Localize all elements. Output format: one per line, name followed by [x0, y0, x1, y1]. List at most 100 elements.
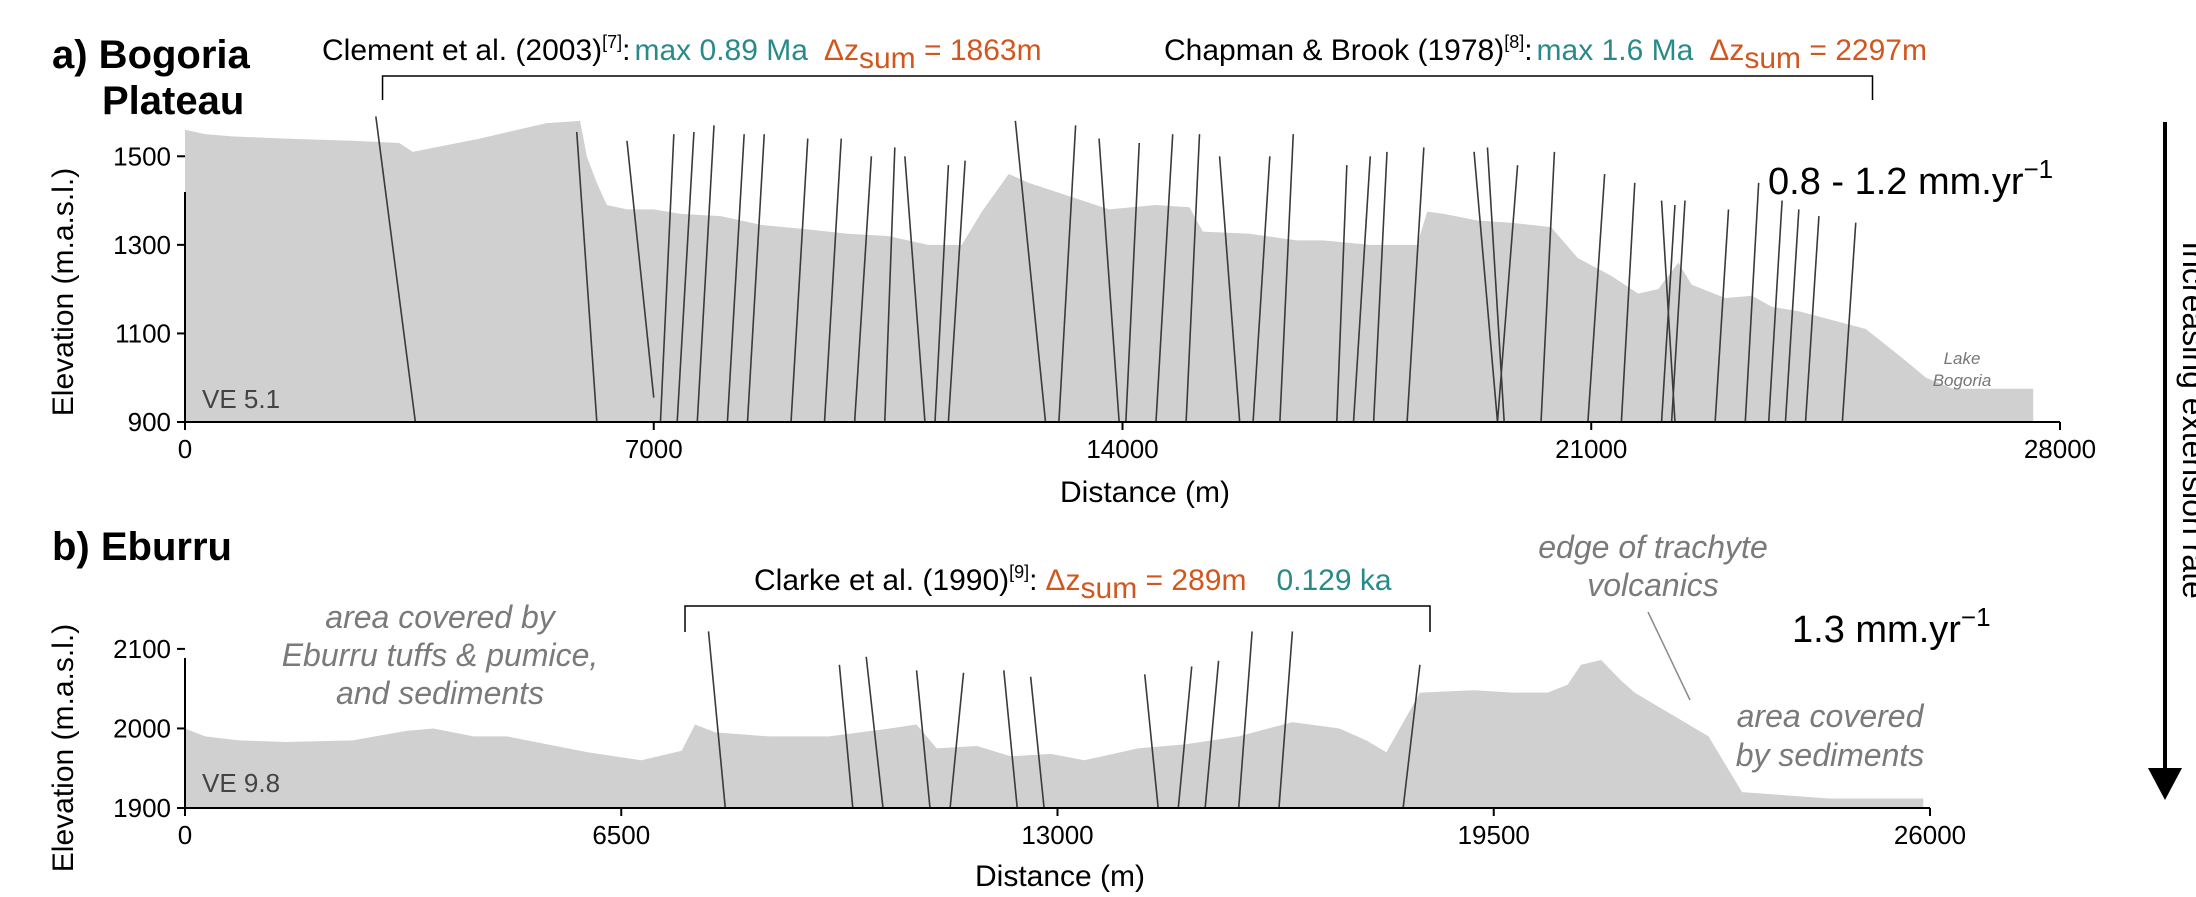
fault-line	[626, 140, 655, 398]
ref-3-colon: :	[1029, 564, 1037, 597]
fault-line	[823, 138, 843, 422]
fault-line	[1204, 660, 1220, 808]
fault-line	[1406, 147, 1425, 422]
fault-line	[1784, 209, 1800, 422]
fault-line	[1620, 182, 1636, 422]
fault-line	[934, 165, 950, 422]
y-tick-label: 1500	[113, 141, 171, 171]
lake-bogoria-label-line2: Bogoria	[1933, 371, 1992, 390]
panel-b-label: b) Eburru	[52, 525, 232, 569]
y-tick-label: 1900	[113, 793, 171, 823]
ref-2-dz-value: = 2297m	[1801, 34, 1927, 67]
panel-a-ref-2: Chapman & Brook (1978)[8]: max 1.6 Ma Δzsu…	[1164, 32, 1927, 75]
fault-line	[1335, 165, 1348, 422]
fault-line	[1155, 134, 1174, 422]
panel-a-rate-exp: −1	[2024, 154, 2054, 184]
ref-2-age: max 1.6 Ma	[1537, 34, 1694, 67]
panel-b-rate: 1.3 mm.yr−1	[1792, 602, 1991, 651]
ref-1-colon: :	[622, 34, 630, 67]
panel-a-rate: 0.8 - 1.2 mm.yr−1	[1768, 154, 2053, 203]
fault-line	[1278, 631, 1294, 808]
ref-3-age: 0.129 ka	[1276, 564, 1391, 597]
panel-a-rate-value: 0.8 - 1.2 mm.yr	[1768, 161, 2024, 203]
ref-2-dz: Δz	[1709, 34, 1744, 67]
panel-a-ve-label: VE 5.1	[202, 384, 280, 414]
panel-b: b) Eburru Clarke et al. (1990)[9]: Δzsum …	[47, 525, 1991, 893]
x-tick-label: 6500	[592, 820, 650, 850]
fault-line	[853, 156, 873, 422]
fault-line	[947, 160, 966, 422]
x-tick-label: 26000	[1894, 820, 1966, 850]
fault-line	[726, 134, 745, 422]
y-tick-label: 900	[128, 407, 171, 437]
fault-line	[1279, 134, 1295, 422]
fault-line	[1804, 216, 1820, 422]
fault-line	[1125, 142, 1141, 422]
annotation-left-line3: and sediments	[336, 675, 544, 711]
annotation-left-line1: area covered by	[325, 599, 556, 635]
fault-line	[659, 134, 675, 422]
fault-line	[949, 672, 965, 808]
panel-b-rate-exp: −1	[1961, 602, 1991, 632]
fault-line	[1402, 664, 1421, 808]
fault-line	[1352, 156, 1372, 422]
fault-line	[696, 125, 715, 422]
fault-line	[1587, 173, 1606, 422]
ref-2-dz-sub: sum	[1744, 42, 1801, 75]
ref-1-dz-sub: sum	[859, 42, 916, 75]
x-tick-label: 21000	[1555, 434, 1627, 464]
fault-line	[1744, 182, 1760, 422]
fault-line	[1670, 200, 1686, 422]
panel-a-ref-1: Clement et al. (2003)[7]: max 0.89 Ma Δzsu…	[322, 32, 1042, 75]
fault-line	[915, 670, 931, 808]
panel-b-faults	[707, 631, 1421, 808]
panel-a-faults	[375, 116, 1857, 422]
x-tick-label: 0	[178, 820, 192, 850]
y-tick-label: 2100	[113, 634, 171, 664]
annotation-edge-line1: edge of trachyte	[1538, 529, 1767, 565]
fault-line	[1496, 165, 1519, 422]
fault-line	[1058, 125, 1077, 422]
annotation-left-line2: Eburru tuffs & pumice,	[282, 637, 599, 673]
fault-line	[838, 664, 854, 808]
y-tick-label: 1100	[115, 318, 171, 348]
panel-b-y-label: Elevation (m.a.s.l.)	[47, 624, 80, 872]
annotation-right-line1: area covered	[1737, 698, 1925, 734]
fault-line	[707, 631, 727, 808]
panel-a-bracket	[381, 75, 1874, 100]
annotation-right-area: area covered by sediments	[1736, 698, 1925, 773]
annotation-left-area: area covered by Eburru tuffs & pumice, a…	[282, 599, 599, 711]
fault-line	[1014, 120, 1047, 422]
y-tick-label: 2000	[113, 713, 171, 743]
y-tick-label: 1300	[113, 230, 171, 260]
ref-3-dz-sub: sum	[1081, 572, 1138, 605]
annotation-edge-line2: volcanics	[1587, 567, 1719, 603]
panel-b-bracket	[684, 605, 1431, 632]
fault-line	[865, 656, 884, 808]
ref-1-age: max 0.89 Ma	[635, 34, 809, 67]
fault-line	[1177, 666, 1193, 808]
ref-1-dz-value: = 1863m	[916, 34, 1042, 67]
fault-line	[1473, 151, 1499, 422]
fault-line	[375, 116, 417, 422]
panel-a-x-label: Distance (m)	[1060, 476, 1230, 509]
extension-rate-arrow: Increasing extension rate	[2148, 122, 2196, 800]
panel-a: a) Bogoria Plateau Clement et al. (2003)…	[47, 32, 2096, 509]
ref-1-sup: [7]	[602, 32, 622, 52]
fault-line	[575, 131, 598, 422]
x-tick-label: 13000	[1021, 820, 1093, 850]
panel-a-y-label: Elevation (m.a.s.l.)	[47, 168, 80, 416]
fault-line	[1767, 200, 1783, 422]
fault-line	[1143, 674, 1159, 808]
ref-1-dz: Δz	[824, 34, 859, 67]
fault-line	[1029, 676, 1045, 808]
ref-2-author: Chapman & Brook (1978)	[1164, 34, 1504, 67]
panel-b-rate-value: 1.3 mm.yr	[1792, 609, 1961, 651]
fault-line	[1540, 151, 1556, 422]
x-tick-label: 7000	[625, 434, 683, 464]
fault-line	[1660, 204, 1676, 422]
fault-line	[1218, 156, 1241, 422]
fault-line	[1185, 134, 1201, 422]
x-tick-label: 0	[178, 434, 192, 464]
